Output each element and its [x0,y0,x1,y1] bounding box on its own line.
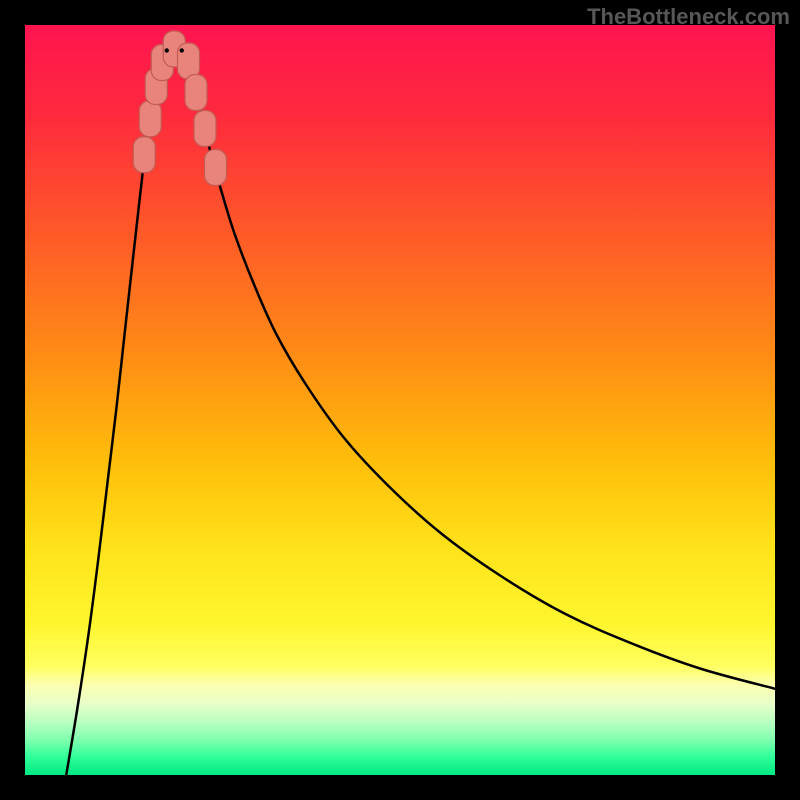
marker-lozenge [205,150,227,186]
marker-lozenge [139,101,161,137]
chart-container: TheBottleneck.com [0,0,800,800]
watermark-text: TheBottleneck.com [587,4,790,30]
valley-dot [165,48,169,52]
marker-lozenge [185,75,207,111]
marker-lozenge [178,43,200,79]
bottleneck-plot [0,0,800,800]
marker-lozenge [194,111,216,147]
marker-lozenge [133,137,155,173]
valley-dot [180,48,184,52]
gradient-background [25,25,775,775]
